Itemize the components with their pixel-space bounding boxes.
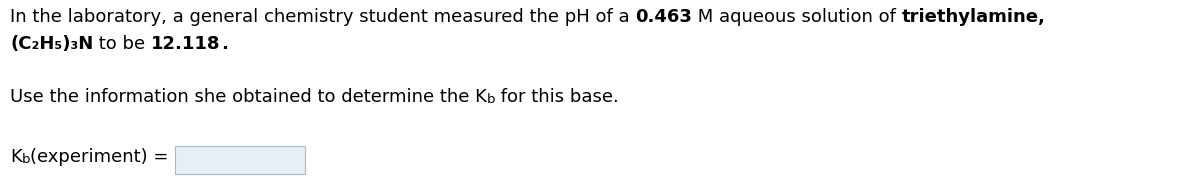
Text: 12.118: 12.118 (151, 35, 221, 53)
Text: triethylamine,: triethylamine, (902, 8, 1045, 26)
Text: K: K (10, 148, 22, 166)
Text: b: b (487, 93, 496, 106)
Text: .: . (221, 35, 228, 53)
FancyBboxPatch shape (175, 146, 305, 174)
Text: M aqueous solution of: M aqueous solution of (692, 8, 902, 26)
Text: to be: to be (94, 35, 151, 53)
Text: 0.463: 0.463 (635, 8, 692, 26)
Text: In the laboratory, a general chemistry student measured the pH of a: In the laboratory, a general chemistry s… (10, 8, 635, 26)
Text: (C₂H₅)₃N: (C₂H₅)₃N (10, 35, 94, 53)
Text: for this base.: for this base. (496, 88, 619, 106)
Text: Use the information she obtained to determine the K: Use the information she obtained to dete… (10, 88, 487, 106)
Text: b: b (22, 153, 30, 166)
Text: (experiment) =: (experiment) = (30, 148, 169, 166)
